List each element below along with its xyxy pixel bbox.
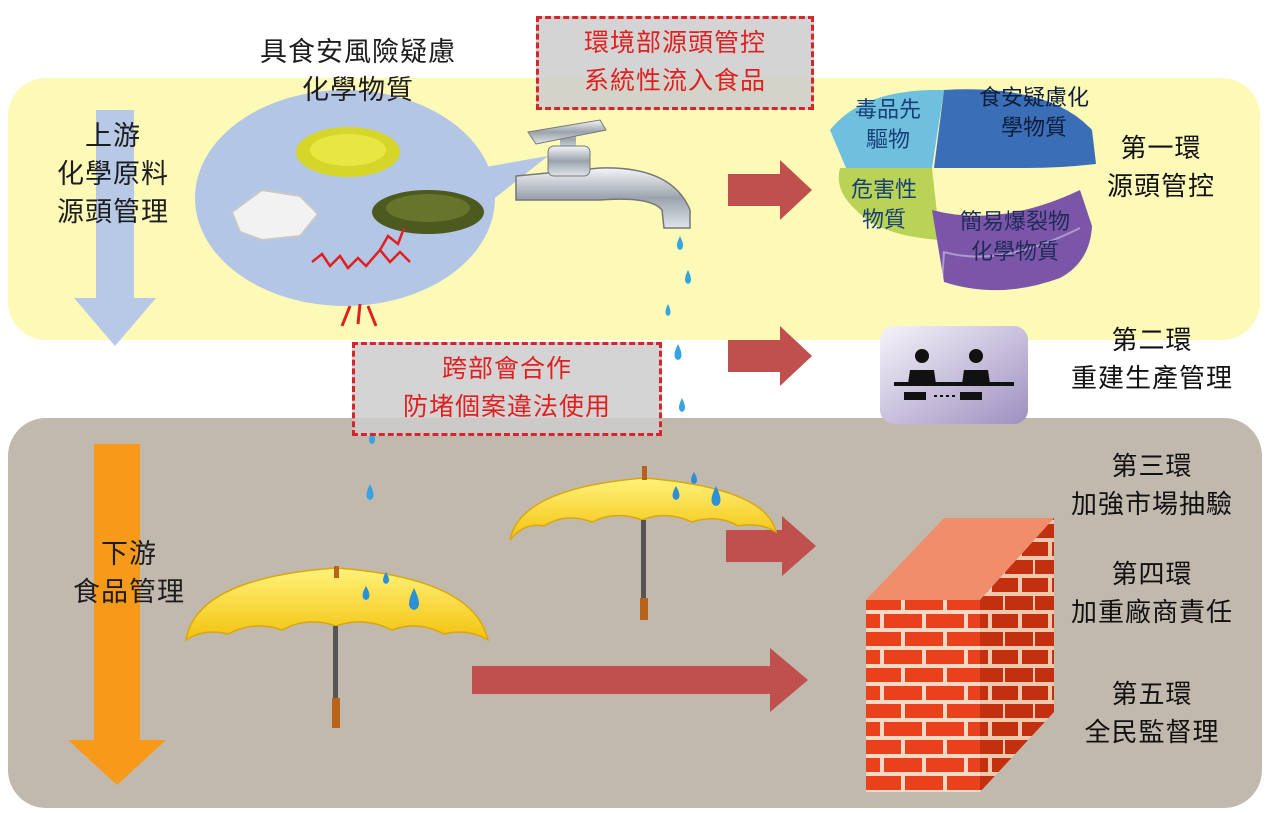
chemical-title: 具食安風險疑慮 化學物質 [228,34,488,110]
molecule-icon [311,227,411,270]
upstream-line3: 源頭管理 [57,197,169,228]
segment-hazardous [838,168,940,240]
drug-precursor-line2: 驅物 [865,128,910,153]
ring-4-name: 第四環 [1111,560,1193,590]
cross-dept-line2: 防堵個案違法使用 [402,392,611,421]
brick-wall-icon [866,518,1054,792]
food-safety-line1: 食安疑慮化 [978,86,1089,111]
explosive-line1: 簡易爆裂物 [959,210,1070,235]
drug-precursor-line1: 毒品先 [854,98,921,123]
hazardous-line2: 物質 [861,208,906,233]
ring-1-label: 第一環 源頭管控 [1086,130,1236,206]
ring-3-name: 第三環 [1111,452,1193,482]
ring-2-desc: 重建生產管理 [1070,364,1233,394]
food-safety-line2: 學物質 [1000,116,1067,141]
cross-dept-line1: 跨部會合作 [441,354,572,383]
segment-hazardous-label: 危害性 物質 [842,176,926,236]
umbrella-left-icon [184,566,490,728]
water-drops [366,236,691,500]
segment-food-safety-label: 食安疑慮化 學物質 [966,84,1102,144]
arrow-3 [726,516,816,576]
warning-marks [340,303,378,327]
arrow-4 [472,648,808,712]
ring-5-desc: 全民監督理 [1084,718,1220,748]
source-control-ring [830,89,1096,291]
chemical-title-line1: 具食安風險疑慮 [260,37,456,68]
ring-5-label: 第五環 全民監督理 [1046,676,1258,752]
arrow-1 [728,160,812,220]
explosive-line2: 化學物質 [970,240,1059,265]
env-dept-line2: 系統性流入食品 [583,66,766,95]
ring-1-name: 第一環 [1120,134,1202,164]
downstream-arrow [68,444,166,785]
segment-drug-precursor [830,90,944,168]
ring-2-label: 第二環 重建生產管理 [1044,322,1260,398]
ring-4-desc: 加重廠商責任 [1070,598,1233,628]
ring-5-name: 第五環 [1111,680,1193,710]
upstream-arrow [74,110,156,346]
upstream-line1: 上游 [85,121,141,152]
ring-1-desc: 源頭管控 [1106,172,1215,202]
flow-arrows [472,160,816,712]
umbrella-right-icon [509,466,778,620]
chemical-bubble [195,90,548,306]
faucet-icon [515,119,691,229]
hazardous-line1: 危害性 [850,178,917,203]
cross-dept-box: 跨部會合作 防堵個案違法使用 [352,342,662,436]
upstream-label: 上游 化學原料 源頭管理 [28,118,198,232]
ring-3-desc: 加強市場抽驗 [1070,490,1233,520]
downstream-line2: 食品管理 [73,577,185,608]
segment-drug-precursor-label: 毒品先 驅物 [846,96,930,156]
ring-3-label: 第三環 加強市場抽驗 [1046,448,1258,524]
white-crystal-icon [230,188,320,242]
downstream-line1: 下游 [101,539,157,570]
downstream-label: 下游 食品管理 [44,536,214,612]
production-meeting-icon [880,326,1028,424]
ring-4-label: 第四環 加重廠商責任 [1046,556,1258,632]
arrow-2 [728,326,812,386]
env-dept-box: 環境部源頭管控 系統性流入食品 [536,16,814,110]
segment-explosive-label: 簡易爆裂物 化學物質 [940,208,1090,268]
env-dept-line1: 環境部源頭管控 [583,28,766,57]
segment-food-safety [934,89,1096,168]
chemical-title-line2: 化學物質 [302,75,414,106]
segment-explosive [932,190,1092,291]
ring-2-name: 第二環 [1111,326,1193,356]
upstream-line2: 化學原料 [57,159,169,190]
